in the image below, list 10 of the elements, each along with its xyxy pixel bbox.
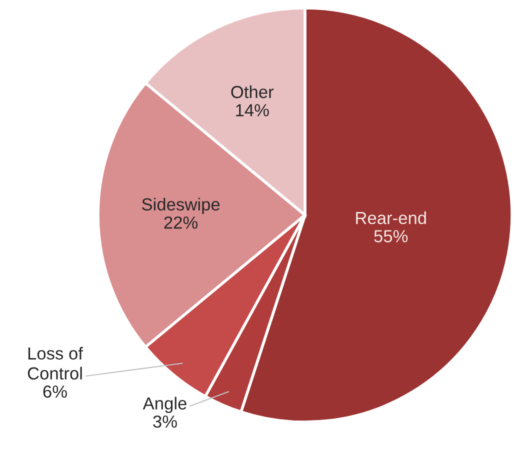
slice-label: Rear-end	[356, 211, 426, 224]
data-label: 22%	[164, 216, 198, 229]
data-label: 55%	[374, 230, 408, 242]
data-label: 6%	[43, 385, 67, 398]
slice-label: Loss of Control	[28, 346, 84, 380]
data-label: 14%	[236, 104, 269, 116]
data-label: 3%	[153, 415, 177, 428]
slice-label: Angle	[142, 396, 186, 413]
slice-label: Sideswipe	[142, 198, 220, 214]
slice-label: Other	[231, 85, 274, 98]
